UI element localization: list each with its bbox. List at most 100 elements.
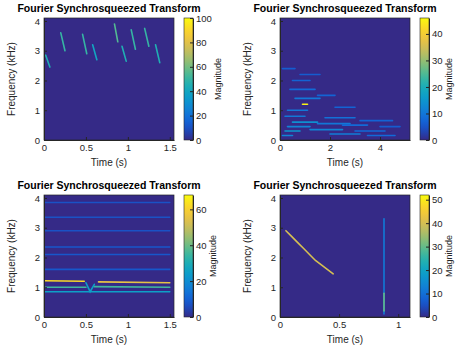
ridge	[94, 286, 169, 288]
ridge	[293, 121, 318, 123]
tick-mark	[44, 80, 47, 81]
tick: 20	[190, 276, 207, 287]
x-axis-title: Time (s)	[327, 334, 363, 345]
tick-label: 1	[35, 105, 40, 116]
tick-label: 0	[35, 312, 40, 323]
title: Fourier Synchrosqueezed Transform	[17, 179, 200, 191]
tick: 1	[271, 282, 283, 293]
y-axis: 01234	[271, 16, 283, 146]
tick-label: 4	[271, 16, 276, 27]
tick-mark	[190, 209, 193, 210]
tick-label: 0	[35, 135, 40, 146]
y-axis-title: Frequency (kHz)	[6, 42, 17, 116]
tick-label: 1	[271, 282, 276, 293]
plot-frame	[44, 195, 174, 317]
ridge	[368, 135, 396, 137]
ridge	[300, 74, 320, 76]
plot-background	[44, 18, 174, 140]
ridge	[330, 133, 360, 135]
tick: 20	[426, 81, 443, 92]
tick: 3	[35, 45, 47, 56]
tick-mark	[426, 34, 429, 35]
tick-mark	[280, 110, 283, 111]
title: Fourier Synchrosqueezed Transform	[17, 2, 200, 14]
tick-label: 0	[42, 319, 47, 330]
tick: 1.5	[164, 314, 177, 330]
tick: 1	[271, 105, 283, 116]
tick-mark	[44, 110, 47, 111]
panel: 00.511.501234Time (s)Frequency (kHz)Four…	[6, 179, 218, 345]
ridge	[131, 30, 135, 49]
tick-label: 1	[126, 319, 131, 330]
tick-label: 3	[271, 45, 276, 56]
ridge	[283, 68, 296, 70]
tick-mark	[128, 137, 129, 140]
x-axis: 00.51	[278, 314, 411, 330]
ridge	[285, 115, 305, 117]
tick-mark	[86, 314, 87, 317]
axis-line	[44, 196, 45, 318]
tick-mark	[280, 198, 283, 199]
tick-label: 0	[196, 135, 201, 146]
plot-frame	[280, 195, 410, 317]
colorbar	[420, 195, 429, 317]
axis-line	[44, 19, 45, 141]
tick-mark	[190, 317, 193, 318]
tick-label: 40	[196, 240, 207, 251]
tick-label: 0	[432, 135, 437, 146]
tick: 2	[271, 252, 283, 263]
tick-mark	[426, 140, 429, 141]
tick-label: 1.5	[164, 319, 177, 330]
colorbar-axis: 01020304050	[426, 194, 443, 322]
tick-mark	[280, 21, 283, 22]
panel: 02401234Time (s)Frequency (kHz)Fourier S…	[242, 2, 454, 168]
colorbar	[184, 195, 193, 317]
marks	[286, 219, 384, 314]
title: Fourier Synchrosqueezed Transform	[253, 2, 436, 14]
tick-label: 20	[196, 276, 207, 287]
ridge	[360, 120, 393, 122]
tick-label: 4	[35, 193, 40, 204]
ridge	[383, 219, 385, 314]
ridge	[44, 217, 170, 219]
tick-label: 2	[271, 75, 276, 86]
tick-mark	[170, 314, 171, 317]
tick-mark	[190, 245, 193, 246]
tick-mark	[44, 228, 47, 229]
tick-label: 4	[378, 142, 383, 153]
colorbar-axis: 0204060	[190, 196, 207, 323]
tick-mark	[190, 116, 193, 117]
tick: 40	[190, 240, 207, 251]
ridge	[145, 28, 149, 46]
tick-mark	[426, 294, 429, 295]
ridge	[86, 283, 94, 292]
tick-mark	[339, 314, 340, 317]
marks	[46, 24, 160, 67]
ridge	[99, 281, 170, 283]
tick-label: 10	[432, 108, 443, 119]
tick-mark	[190, 281, 193, 282]
tick-label: 4	[271, 193, 276, 204]
ridge	[318, 95, 336, 97]
axis-line	[193, 196, 194, 318]
tick-label: 1	[35, 282, 40, 293]
tick-label: 0.5	[80, 319, 93, 330]
tick-mark	[44, 140, 47, 141]
tick: 0	[426, 135, 437, 146]
ridge	[290, 89, 315, 91]
ridge	[335, 106, 355, 108]
colorbar-axis: 020406080100	[190, 13, 212, 146]
tick-mark	[398, 314, 399, 317]
tick-label: 1.5	[164, 142, 177, 153]
ridge	[83, 34, 87, 53]
tick: 60	[190, 61, 207, 72]
tick-label: 1	[396, 319, 401, 330]
tick-mark	[280, 257, 283, 258]
ridge	[295, 98, 320, 100]
colorbar	[184, 18, 193, 140]
axis-line	[193, 19, 194, 141]
ridge	[44, 254, 170, 256]
tick-label: 60	[196, 61, 207, 72]
tick: 4	[378, 137, 383, 153]
ridge	[122, 46, 126, 61]
